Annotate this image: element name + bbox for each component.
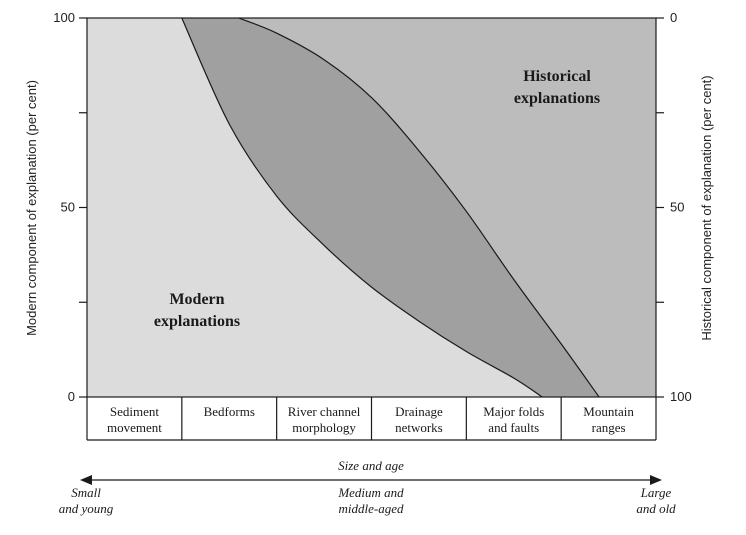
category-label: ranges bbox=[592, 420, 626, 435]
historical-label-line2: explanations bbox=[514, 90, 600, 107]
large-old-line1: Large bbox=[640, 485, 672, 500]
left-axis-title: Modern component of explanation (per cen… bbox=[24, 80, 39, 336]
medium-line2: middle-aged bbox=[339, 501, 404, 516]
historical-region bbox=[238, 18, 656, 397]
left-tick-label: 100 bbox=[53, 10, 75, 25]
upper-boundary-curve bbox=[238, 17, 600, 398]
left-y-axis: 0 50 100 bbox=[53, 10, 87, 404]
lower-boundary-curve bbox=[181, 17, 543, 398]
category-label: and faults bbox=[488, 420, 539, 435]
mixed-region bbox=[181, 18, 600, 397]
modern-region bbox=[87, 18, 543, 397]
category-label: networks bbox=[395, 420, 443, 435]
category-label: Mountain bbox=[583, 404, 634, 419]
medium-line1: Medium and bbox=[337, 485, 404, 500]
left-arrowhead-icon bbox=[80, 475, 92, 485]
category-label: Sediment bbox=[110, 404, 159, 419]
modern-label-line1: Modern bbox=[169, 291, 224, 308]
left-tick-label: 50 bbox=[61, 200, 75, 215]
right-axis-title: Historical component of explanation (per… bbox=[699, 75, 714, 340]
category-label: Bedforms bbox=[204, 404, 255, 419]
modern-label-line2: explanations bbox=[154, 313, 240, 330]
right-arrowhead-icon bbox=[650, 475, 662, 485]
small-young-line1: Small bbox=[71, 485, 101, 500]
size-age-axis: Size and age Small and young Medium and … bbox=[59, 458, 676, 516]
left-tick-label: 0 bbox=[68, 389, 75, 404]
category-label: Drainage bbox=[395, 404, 443, 419]
right-tick-label: 100 bbox=[670, 389, 692, 404]
small-young-line2: and young bbox=[59, 501, 114, 516]
historical-label-line1: Historical bbox=[523, 68, 591, 85]
large-old-line2: and old bbox=[636, 501, 676, 516]
category-label: River channel bbox=[288, 404, 361, 419]
size-axis-title: Size and age bbox=[338, 458, 404, 473]
category-label: Major folds bbox=[483, 404, 544, 419]
right-tick-label: 0 bbox=[670, 10, 677, 25]
category-label: movement bbox=[107, 420, 162, 435]
right-y-axis: 100 50 0 bbox=[656, 10, 692, 404]
right-tick-label: 50 bbox=[670, 200, 684, 215]
region-labels: Modern explanations Historical explanati… bbox=[154, 68, 600, 330]
category-label: morphology bbox=[292, 420, 356, 435]
